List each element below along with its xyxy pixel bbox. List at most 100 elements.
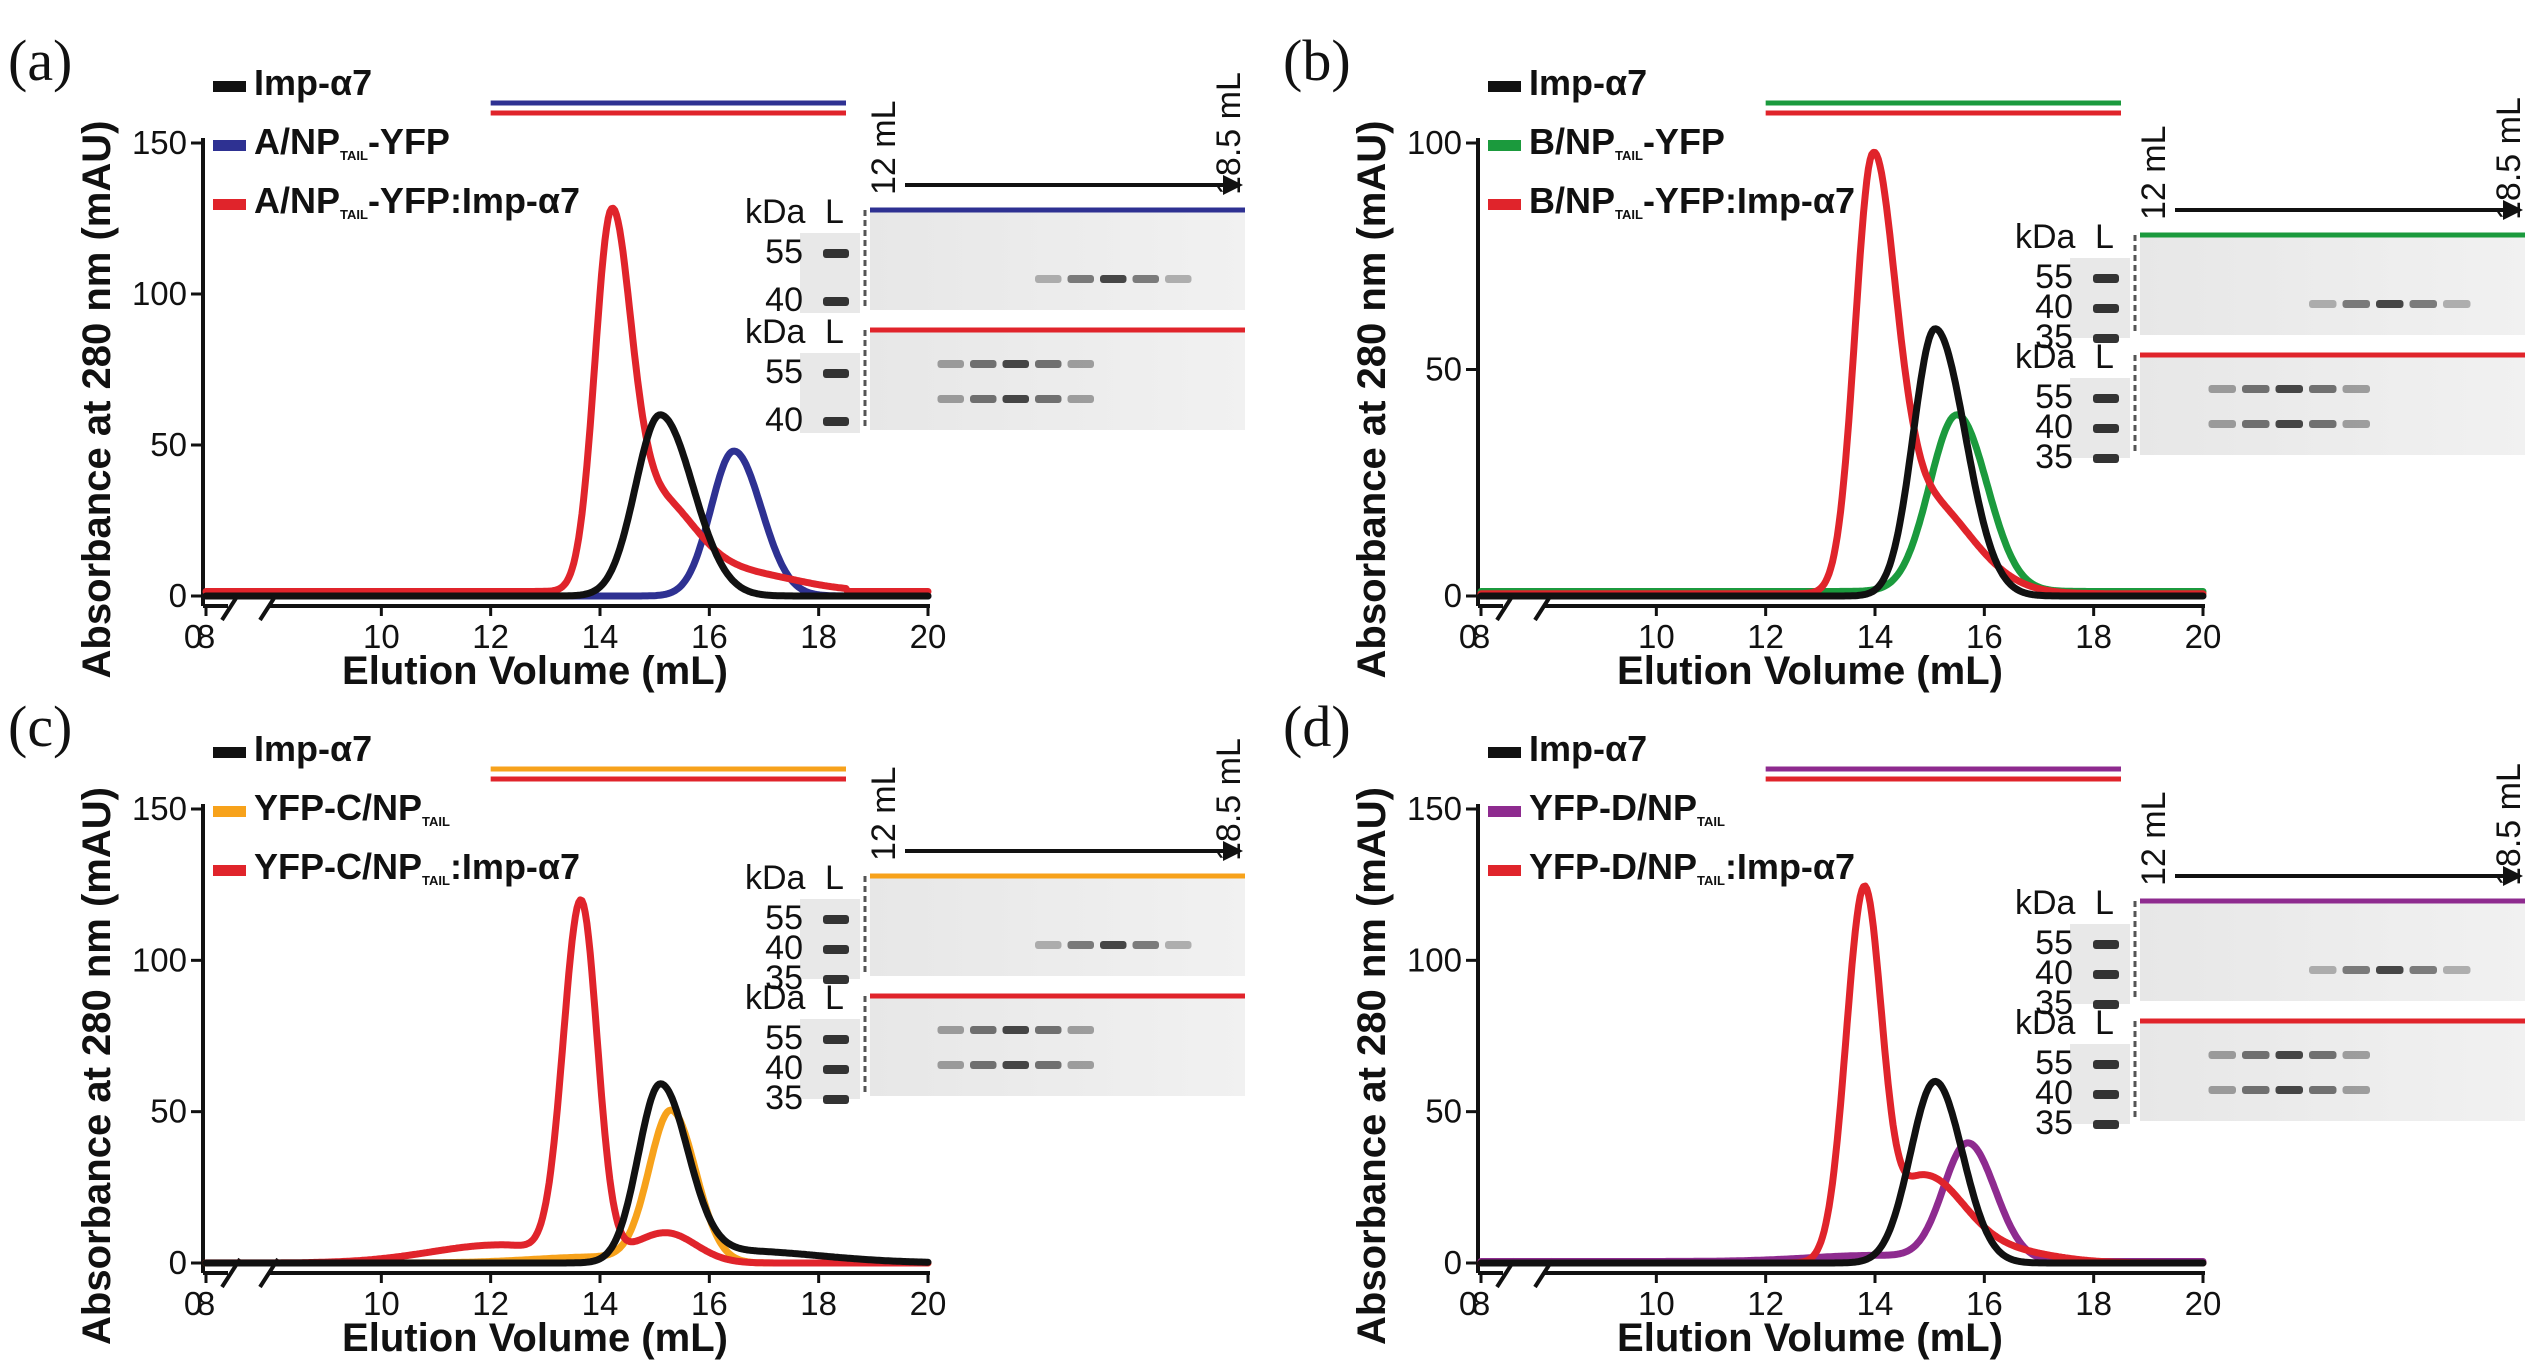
gel-band — [970, 360, 997, 368]
gel-band — [1035, 360, 1062, 368]
trace-line — [1477, 325, 2207, 600]
gel-marker-label: 40 — [2035, 288, 2073, 326]
gel-ladder-band — [823, 249, 849, 258]
gel-ladder-band — [2093, 1060, 2119, 1069]
gel-band — [2342, 300, 2370, 308]
gel-band — [2342, 966, 2370, 974]
gel-ladder-label: L — [2095, 218, 2114, 256]
gel-band — [937, 360, 964, 368]
legend-swatch — [1488, 806, 1521, 817]
chart-panel-4: (d) Imp-α7 YFP-D/NPTAIL YFP-D/NPTAIL:Imp-α7… — [1283, 694, 2528, 1360]
x-tick-label: 14 — [582, 618, 619, 655]
x-tick-label: 20 — [910, 618, 947, 655]
x-tick-label: 18 — [800, 618, 837, 655]
legend-swatch — [213, 81, 246, 92]
gel-band — [2208, 1086, 2236, 1094]
y-tick-label: 0 — [1444, 1244, 1462, 1281]
trace-line — [202, 204, 932, 595]
x-axis-title: Elution Volume (mL) — [342, 1316, 728, 1360]
legend-swatch — [213, 199, 246, 210]
trace-line — [202, 1106, 932, 1267]
gel-ladder-lane — [800, 1019, 860, 1099]
gel-marker-label: 55 — [2035, 1044, 2073, 1082]
gel-marker-label: 55 — [2035, 258, 2073, 296]
gel-marker-label: 40 — [765, 929, 803, 967]
y-tick-label: 100 — [132, 941, 187, 978]
gel-inset: kDa L 55 40 — [745, 313, 1245, 439]
gel-end-volume: 18.5 mL — [2490, 97, 2528, 220]
gel-ladder-lane — [2070, 378, 2130, 458]
gel-ladder-band — [2093, 394, 2119, 403]
y-tick-label: 50 — [150, 1093, 187, 1130]
gel-marker-label: 35 — [2035, 318, 2073, 356]
gel-band — [1035, 1026, 1062, 1034]
gel-band — [1100, 941, 1127, 949]
gel-ladder-band — [2093, 970, 2119, 979]
gel-band — [1002, 1026, 1029, 1034]
gel-start-volume: 12 mL — [865, 101, 903, 196]
x-tick-label: 10 — [1638, 1285, 1675, 1322]
y-tick-label: 150 — [132, 124, 187, 161]
gel-band — [2242, 1051, 2270, 1059]
panel-letter: (d) — [1283, 694, 1351, 759]
x-tick-label: 12 — [472, 618, 509, 655]
gel-band — [2275, 1051, 2303, 1059]
gel-band — [1067, 275, 1094, 283]
gel-band — [2309, 420, 2337, 428]
legend-entry: YFP-C/NPTAIL:Imp-α7 — [254, 846, 580, 888]
gel-ladder-band — [2093, 940, 2119, 949]
gel-band — [2376, 300, 2404, 308]
legend-entry: B/NPTAIL-YFP — [1529, 121, 1725, 163]
gel-kda-label: kDa — [745, 193, 806, 231]
gel-image — [2140, 355, 2525, 455]
x-tick-label: 16 — [691, 1285, 728, 1322]
gel-ladder-band — [823, 1095, 849, 1104]
legend-swatch — [1488, 81, 1521, 92]
gel-marker-label: 55 — [765, 1019, 803, 1057]
y-tick-label: 50 — [150, 426, 187, 463]
gel-band — [937, 395, 964, 403]
gel-ladder-lane — [2070, 1044, 2130, 1124]
gel-band — [1132, 941, 1159, 949]
legend-entry: Imp-α7 — [1529, 728, 1647, 769]
y-tick-label: 100 — [132, 275, 187, 312]
gel-ladder-label: L — [2095, 338, 2114, 376]
gel-band — [2342, 1086, 2370, 1094]
gel-band — [1067, 1061, 1094, 1069]
x-tick-label: 16 — [1966, 618, 2003, 655]
y-tick-label: 0 — [169, 1244, 187, 1281]
gel-band — [2443, 300, 2471, 308]
gel-ladder-lane — [800, 899, 860, 979]
legend-swatch — [1488, 865, 1521, 876]
gel-ladder-band — [2093, 1000, 2119, 1009]
legend-entry: Imp-α7 — [254, 62, 372, 103]
gel-marker-label: 55 — [765, 233, 803, 271]
gel-image — [2140, 901, 2525, 1001]
y-tick-label: 0 — [169, 577, 187, 614]
y-axis-title: Absorbance at 280 nm (mAU) — [75, 121, 119, 679]
gel-ladder-band — [823, 417, 849, 426]
gel-ladder-lane — [2070, 258, 2130, 338]
gel-ladder-band — [823, 297, 849, 306]
gel-ladder-band — [2093, 1120, 2119, 1129]
x-tick-label: 14 — [1857, 618, 1894, 655]
gel-band — [1035, 1061, 1062, 1069]
x-tick-label: 18 — [2075, 618, 2112, 655]
gel-band — [2409, 300, 2437, 308]
gel-band — [970, 1026, 997, 1034]
gel-ladder-band — [823, 975, 849, 984]
gel-band — [1002, 1061, 1029, 1069]
gel-band — [2208, 385, 2236, 393]
gel-ladder-band — [823, 1035, 849, 1044]
gel-ladder-label: L — [825, 193, 844, 231]
gel-kda-label: kDa — [2015, 1004, 2076, 1042]
y-tick-label: 50 — [1425, 351, 1462, 388]
x-tick-label: 10 — [363, 618, 400, 655]
legend-swatch — [1488, 199, 1521, 210]
gel-arrow-head — [2503, 866, 2523, 886]
gel-inset: kDa L 55 40 — [745, 193, 1245, 319]
gel-image — [2140, 1021, 2525, 1121]
